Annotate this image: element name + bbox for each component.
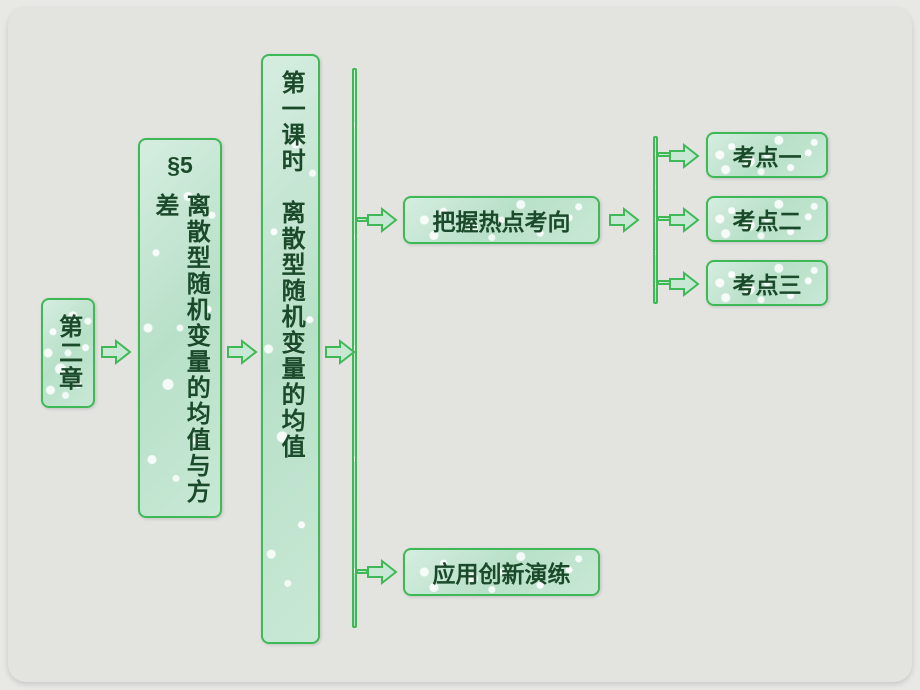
- node-lesson: 第一课时 离散型随机变量的均值: [261, 54, 320, 644]
- arrow-g: [668, 142, 700, 170]
- node-point-2-label: 考点二: [733, 202, 802, 236]
- arrow-d: [366, 206, 398, 234]
- node-point-1-label: 考点一: [733, 138, 802, 172]
- arrow-h: [668, 206, 700, 234]
- node-practice: 应用创新演练: [403, 548, 600, 596]
- arrow-b: [226, 338, 258, 366]
- arrow-f: [608, 206, 640, 234]
- node-section: §5 离散型随机变量的均值与方差: [138, 138, 222, 518]
- node-point-3: 考点三: [706, 260, 828, 306]
- arrow-c: [324, 338, 356, 366]
- node-practice-label: 应用创新演练: [433, 555, 571, 589]
- node-lesson-label: 离散型随机变量的均值: [275, 200, 306, 460]
- arrow-e: [366, 558, 398, 586]
- node-hot-topics: 把握热点考向: [403, 196, 600, 244]
- arrow-a: [100, 338, 132, 366]
- node-point-1: 考点一: [706, 132, 828, 178]
- node-chapter: 第二章: [41, 298, 95, 408]
- arrow-i: [668, 270, 700, 298]
- node-section-label: 离散型随机变量的均值与方差: [149, 193, 211, 516]
- node-point-3-label: 考点三: [733, 266, 802, 300]
- node-chapter-label: 第二章: [52, 314, 83, 392]
- node-point-2: 考点二: [706, 196, 828, 242]
- node-lesson-title: 第一课时: [275, 70, 306, 174]
- node-section-title: §5: [167, 152, 193, 179]
- slide-canvas: 第二章 §5 离散型随机变量的均值与方差 第一课时 离散型随机变量的均值 把握热…: [8, 8, 912, 682]
- node-hot-topics-label: 把握热点考向: [433, 203, 571, 237]
